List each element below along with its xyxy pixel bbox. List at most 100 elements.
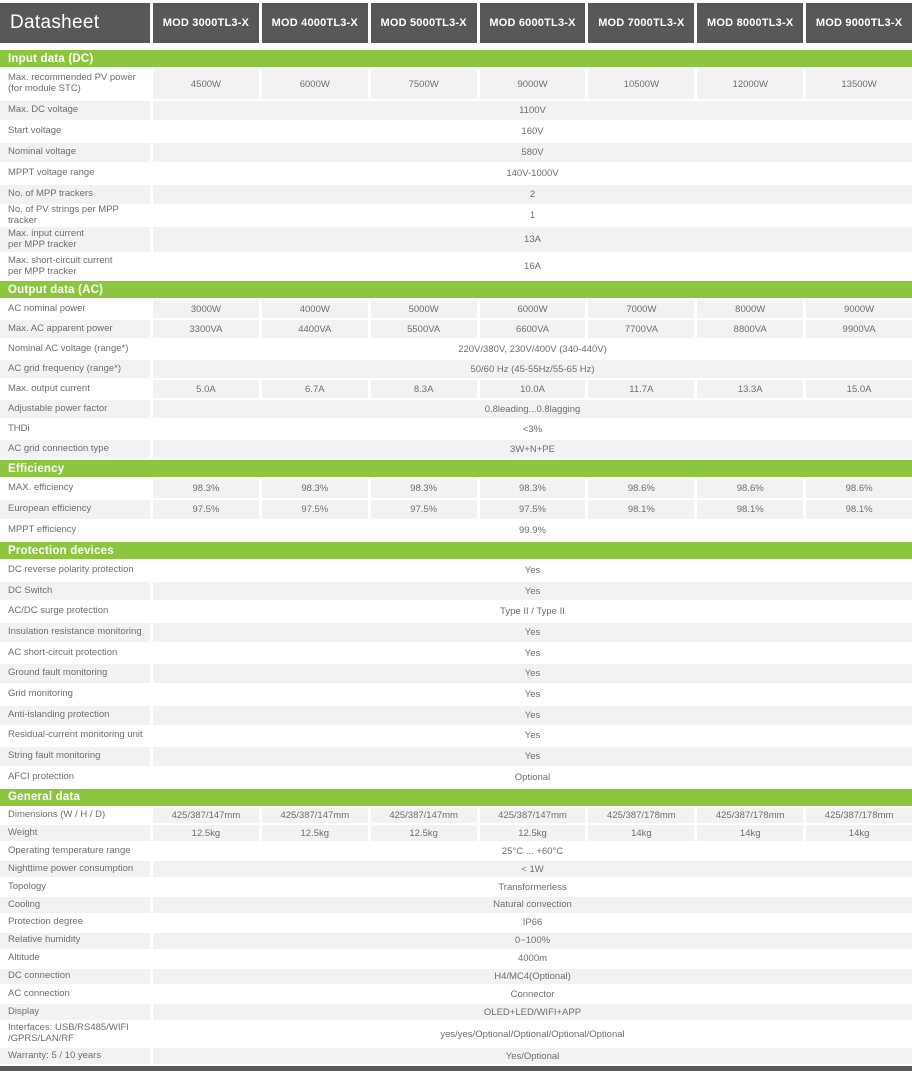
value-cell-3: 12.5kg (370, 825, 477, 842)
row-label: No. of MPP trackers (0, 185, 150, 204)
table-row: Grid monitoring Yes (0, 685, 912, 704)
table-row: AC/DC surge protection Type II / Type II (0, 602, 912, 622)
spec-table: Input data (DC) Max. recommended PV power… (0, 50, 912, 1065)
value-span: < 1W (153, 861, 912, 878)
value-span: Yes (153, 623, 912, 642)
section-header: General data (0, 788, 912, 806)
value-span: Yes (153, 581, 912, 601)
value-cell-3: 98.3% (370, 479, 477, 498)
value-span: Yes (153, 705, 912, 725)
value-span: 13A (153, 227, 912, 252)
table-row: THDi <3% (0, 420, 912, 438)
table-row: Altitude 4000m (0, 950, 912, 967)
value-span: Yes (153, 685, 912, 704)
value-cell-1: 3000W (153, 300, 259, 318)
row-label: No. of PV strings per MPP tracker (0, 204, 150, 225)
value-cell-6: 8000W (697, 300, 804, 318)
row-label: Insulation resistance monitoring (0, 623, 150, 642)
row-values: 50/60 Hz (45-55Hz/55-65 Hz) (153, 360, 912, 378)
model-column-header-7: MOD 9000TL3-X (806, 3, 912, 43)
section-header: Output data (AC) (0, 281, 912, 298)
table-row: AC grid connection type 3W+N+PE (0, 440, 912, 458)
model-column-header-3: MOD 5000TL3-X (370, 3, 477, 43)
row-label: MPPT efficiency (0, 521, 150, 540)
table-row: Max. input current per MPP tracker 13A (0, 227, 912, 252)
row-values: 5.0A 6.7A 8.3A 10.0A 11.7A 13.3A 15.0A (153, 380, 912, 398)
row-values: 0~100% (153, 932, 912, 949)
value-cell-6: 98.6% (697, 479, 804, 498)
row-values: 12.5kg 12.5kg 12.5kg 12.5kg 14kg 14kg 14kg (153, 825, 912, 842)
value-cell-6: 425/387/178mm (697, 807, 804, 824)
row-values: 2 (153, 185, 912, 204)
value-cell-2: 98.3% (261, 479, 368, 498)
value-span: OLED+LED/WIFI+APP (153, 1004, 912, 1021)
row-label: Protection degree (0, 914, 150, 931)
value-span: Yes (153, 664, 912, 684)
table-row: No. of MPP trackers 2 (0, 185, 912, 204)
row-values: Optional (153, 767, 912, 787)
row-label: Operating temperature range (0, 843, 150, 860)
row-values: 3000W 4000W 5000W 6000W 7000W 8000W 9000W (153, 300, 912, 318)
row-label: Dimensions (W / H / D) (0, 807, 150, 824)
value-span: 16A (153, 254, 912, 279)
table-row: Dimensions (W / H / D) 425/387/147mm 425/3… (0, 807, 912, 824)
value-cell-7: 9000W (806, 300, 912, 318)
value-cell-6: 13.3A (697, 380, 804, 398)
section-protection-devices: Protection devices DC reverse polarity pr… (0, 542, 912, 787)
row-values: Yes (153, 685, 912, 704)
value-cell-5: 98.6% (588, 479, 695, 498)
row-label: Relative humidity (0, 932, 150, 949)
row-label: Cooling (0, 897, 150, 913)
value-span: 220V/380V, 230V/400V (340-440V) (153, 340, 912, 358)
table-row: DC Switch Yes (0, 581, 912, 601)
table-row: Max. short-circuit current per MPP track… (0, 254, 912, 279)
value-cell-2: 4400VA (261, 320, 368, 338)
row-values: Yes/Optional (153, 1048, 912, 1065)
row-label: AC short-circuit protection (0, 643, 150, 663)
row-label: Altitude (0, 950, 150, 967)
row-values: 140V-1000V (153, 164, 912, 183)
value-cell-4: 6000W (479, 300, 586, 318)
row-label: European efficiency (0, 500, 150, 519)
model-column-header-1: MOD 3000TL3-X (153, 3, 259, 43)
row-label: String fault monitoring (0, 747, 150, 766)
section-header: Input data (DC) (0, 50, 912, 67)
value-span: IP66 (153, 914, 912, 931)
row-label: AC grid frequency (range*) (0, 360, 150, 378)
datasheet-page: Datasheet MOD 3000TL3-X MOD 4000TL3-X MOD … (0, 3, 912, 1083)
value-cell-7: 9900VA (806, 320, 912, 338)
table-row: Anti-islanding protection Yes (0, 705, 912, 725)
page-title: Datasheet (0, 3, 150, 43)
table-row: European efficiency 97.5% 97.5% 97.5% 97.5% 9… (0, 500, 912, 519)
row-values: 4000m (153, 950, 912, 967)
value-cell-1: 98.3% (153, 479, 259, 498)
row-values: < 1W (153, 861, 912, 878)
row-values: Transformerless (153, 879, 912, 896)
row-values: Yes (153, 643, 912, 663)
section-efficiency: Efficiency MAX. efficiency 98.3% 98.3% 98.3%… (0, 460, 912, 540)
value-cell-5: 14kg (588, 825, 695, 842)
row-label: Anti-islanding protection (0, 705, 150, 725)
value-cell-4: 12.5kg (479, 825, 586, 842)
row-label: Nighttime power consumption (0, 861, 150, 878)
row-label: MPPT voltage range (0, 164, 150, 183)
row-values: 1 (153, 206, 912, 225)
row-label: Grid monitoring (0, 685, 150, 704)
value-cell-5: 98.1% (588, 500, 695, 519)
table-row: MPPT voltage range 140V-1000V (0, 164, 912, 183)
value-span: Type II / Type II (153, 602, 912, 622)
table-row: Adjustable power factor 0.8leading...0.8l… (0, 400, 912, 418)
table-row: Ground fault monitoring Yes (0, 664, 912, 684)
value-cell-1: 5.0A (153, 380, 259, 398)
value-cell-4: 97.5% (479, 500, 586, 519)
row-values: 3W+N+PE (153, 440, 912, 458)
table-row: Max. recommended PV power (for module ST… (0, 69, 912, 99)
table-row: MPPT efficiency 99.9% (0, 521, 912, 540)
row-label: Max. output current (0, 380, 150, 398)
table-row: Warranty: 5 / 10 years Yes/Optional (0, 1048, 912, 1065)
value-cell-1: 97.5% (153, 500, 259, 519)
model-column-header-5: MOD 7000TL3-X (588, 3, 695, 43)
table-row: Display OLED+LED/WIFI+APP (0, 1004, 912, 1021)
row-values: 580V (153, 143, 912, 162)
value-span: Yes (153, 747, 912, 766)
